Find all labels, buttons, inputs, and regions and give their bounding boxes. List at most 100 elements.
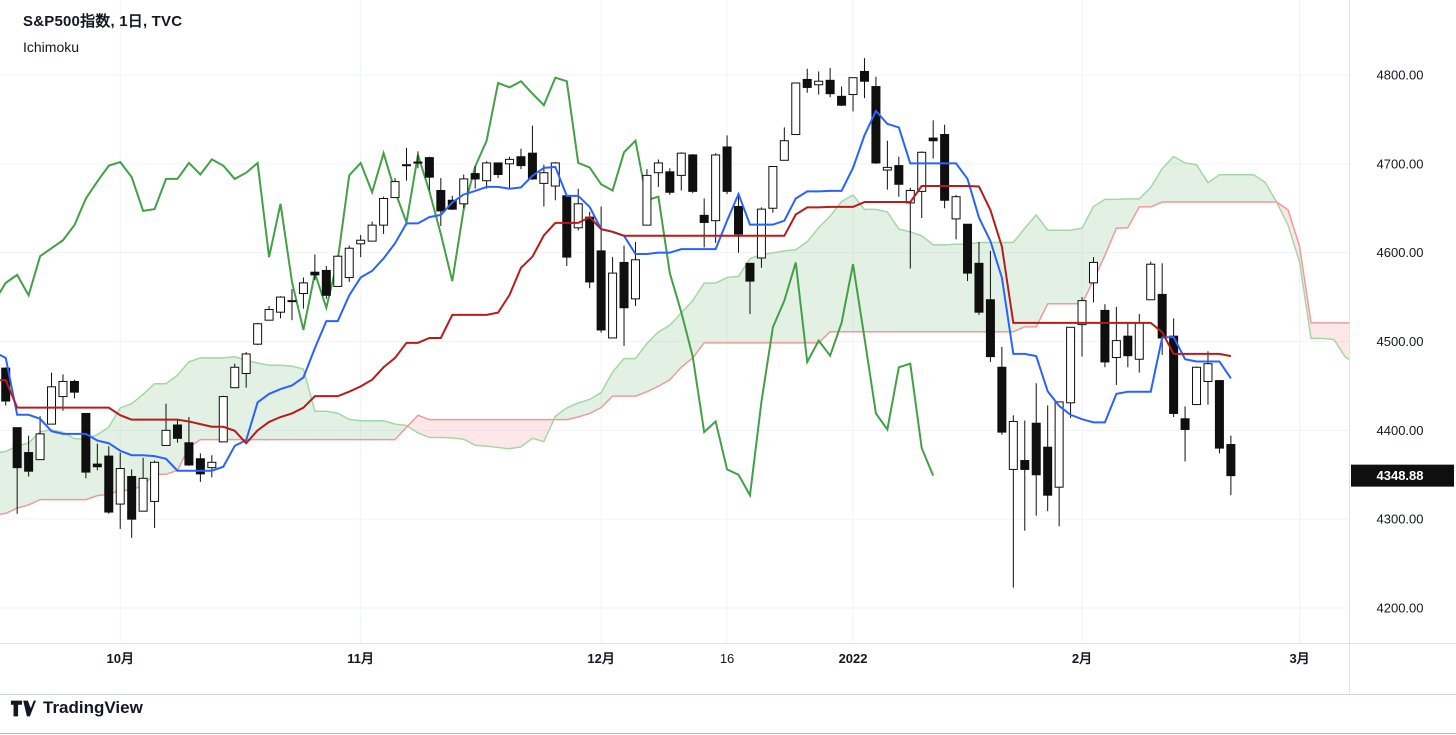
time-tick-label: 3月 [1289,651,1309,666]
candle-body [459,178,469,205]
symbol-title[interactable]: S&P500指数, 1日, TVC [23,13,183,30]
candle-body [756,208,766,259]
candle-body [837,95,847,106]
senkou-a-line [0,155,1349,454]
candle-body [596,250,606,331]
candle-body [1020,460,1030,470]
candle-body [940,134,950,201]
candle-body [115,468,125,505]
candle-body [516,156,526,167]
candle-body [1226,444,1236,477]
tradingview-attribution[interactable]: TradingView [10,698,143,718]
candle-body [882,166,892,171]
time-tick-label: 16 [720,651,734,666]
candle-body [482,162,492,182]
candle-body [848,77,858,96]
tradingview-logo-icon [10,700,36,716]
candle-body [1134,322,1144,360]
candle-body [207,461,217,469]
price-tick-label: 4800.00 [1377,68,1424,83]
candle-body [1100,309,1110,363]
candle-body [1,367,11,402]
candle-body [344,247,354,279]
candle-body [974,262,984,313]
candle-body [963,223,973,274]
candle-body [928,137,938,142]
candle-body [779,140,789,161]
candle-body [12,427,22,469]
price-tick-label: 4400.00 [1377,423,1424,438]
candle-body [172,424,182,439]
candle-body [436,189,446,212]
candle-body [745,262,755,282]
candle-body [401,164,411,167]
price-tick-label: 4600.00 [1377,245,1424,260]
candle-body [92,463,102,468]
candle-body [917,151,927,192]
candle-body [493,162,503,175]
senkou-b-line [0,201,1349,516]
candle-body [127,476,137,520]
time-tick-label: 11月 [347,651,374,666]
candle-body [104,455,114,513]
price-tick-label: 4300.00 [1377,512,1424,527]
time-tick-label: 10月 [106,651,133,666]
candle-body [1008,420,1018,470]
candle-body [230,366,240,389]
candle-body [184,442,194,466]
candle-body [642,174,652,226]
candle-body [653,162,663,174]
candle-body [264,309,274,321]
candle-body [711,154,721,222]
candle-body [676,152,686,176]
indicator-label[interactable]: Ichimoku [23,39,80,55]
candle-body [539,172,549,184]
candle-body [321,269,331,296]
candle-body [859,70,869,82]
candle-body [608,272,618,339]
candle-body [276,296,286,313]
candles [1,58,1236,588]
price-axis[interactable]: 4800.00 4700.00 4600.00 4500.00 4400.00 4300.… [1349,0,1455,694]
candle-body [310,271,320,276]
candle-body [1077,300,1087,326]
candle-body [894,165,904,185]
candle-body [527,152,537,180]
candle-body [287,300,297,303]
candle-body [218,396,228,443]
candle-body [768,165,778,209]
candle-body [722,146,732,192]
last-price-badge [1351,464,1454,487]
candle-body [367,224,377,242]
candle-body [1192,366,1202,406]
time-tick-label: 2月 [1072,651,1092,666]
candle-body [24,452,34,472]
candle-body [619,261,629,309]
time-axis[interactable]: 10月 11月 12月 16 2022 2月 3月 [0,643,1456,667]
candle-body [791,82,801,136]
candle-body [379,197,389,226]
candle-body [1111,340,1121,358]
candle-body [150,461,160,502]
candle-body [298,282,308,295]
candle-body [1066,326,1076,404]
candle-body [81,412,91,473]
candle-body [390,181,400,199]
time-tick-label: 2022 [839,651,868,666]
price-tick-label: 4700.00 [1377,156,1424,171]
candle-body [35,433,45,461]
candle-body [253,323,263,345]
candle-body [447,199,457,210]
candle-body [1146,263,1156,301]
candle-body [356,239,366,245]
candle-body [1088,261,1098,284]
candle-body [1214,380,1224,449]
plot-area[interactable] [0,58,1368,588]
candle-body [1054,401,1064,488]
candle-body [699,214,709,223]
candle-body [585,216,595,283]
candle-body [825,79,835,95]
candle-body [470,173,480,180]
candle-body [688,154,698,192]
